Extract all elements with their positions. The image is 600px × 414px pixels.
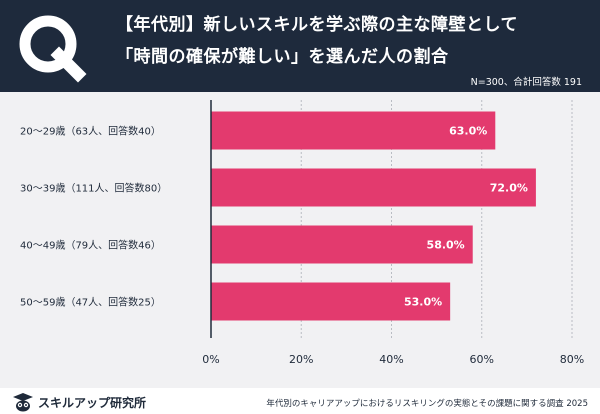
bar-value-label: 63.0%: [449, 125, 487, 138]
bar: [211, 225, 473, 264]
bar: [211, 282, 451, 321]
category-label: 50～59歳（47人、回答数25）: [20, 296, 161, 309]
category-label: 40～49歳（79人、回答数46）: [20, 239, 161, 252]
x-tick-label: 20%: [289, 353, 313, 366]
bar: [211, 168, 536, 207]
bar-value-label: 58.0%: [427, 239, 465, 252]
brand: スキルアップ研究所: [12, 392, 146, 412]
x-tick-label: 80%: [560, 353, 584, 366]
source-note: 年代別のキャリアアップにおけるリスキリングの実態とその課題に関する調査 2025: [266, 399, 588, 409]
category-label: 20～29歳（63人、回答数40）: [20, 125, 161, 138]
header-banner: 【年代別】新しいスキルを学ぶ際の主な障壁として 「時間の確保が難しい」を選んだ人…: [0, 0, 600, 92]
bar-value-label: 53.0%: [404, 296, 442, 309]
sample-count: N=300、合計回答数 191: [470, 77, 582, 88]
brand-name: スキルアップ研究所: [38, 395, 147, 410]
x-tick-label: 0%: [202, 353, 219, 366]
footer: [0, 388, 600, 414]
category-label: 30～39歳（111人、回答数80）: [20, 182, 167, 195]
bar: [211, 111, 496, 150]
owl-logo-icon: [13, 393, 33, 412]
q-logo-icon: [19, 15, 87, 83]
bar-value-label: 72.0%: [490, 182, 528, 195]
x-tick-label: 40%: [379, 353, 403, 366]
x-tick-label: 60%: [470, 353, 494, 366]
chart-title-line2: 「時間の確保が難しい」を選んだ人の割合: [116, 47, 449, 67]
chart-title-line1: 【年代別】新しいスキルを学ぶ際の主な障壁として: [116, 15, 518, 35]
